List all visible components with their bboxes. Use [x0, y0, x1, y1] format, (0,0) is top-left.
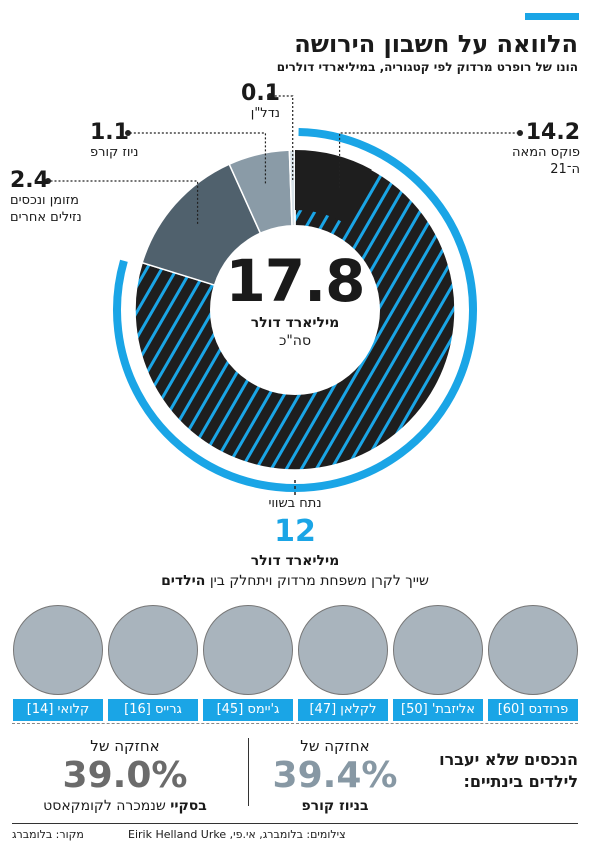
child-card: קלואי [14]: [13, 605, 103, 721]
holding-description: בסקיי שנמכרה לקומקאסט: [20, 798, 230, 814]
leader-cash-dot: [45, 178, 51, 184]
equal-split-unit: מיליארד דולר: [250, 553, 340, 569]
equal-split-bold: הילדים: [161, 573, 206, 589]
leader-news: [128, 132, 267, 184]
holding-title: אחזקה של: [90, 737, 160, 755]
slice-value: 0.1: [241, 81, 280, 106]
holding-description: בניוז קורפ: [301, 798, 369, 814]
source-credit: מקור: בלומברג: [12, 828, 84, 841]
leader-realestate: [270, 95, 294, 181]
child-card: ג'יימס [45]: [203, 605, 293, 721]
holdings-question-line: הנכסים שלא יעברו: [439, 750, 578, 769]
slice-value: 1.1: [90, 120, 129, 145]
child-photo: [298, 605, 388, 695]
slice-label-news: 1.1 ניוז קורפ: [90, 122, 160, 161]
slice-name-line: פוקס המאה: [512, 145, 580, 160]
holding-title: אחזקה של: [300, 737, 370, 755]
total-unit: מיליארד דולר: [250, 315, 340, 331]
slice-name-line: נדל"ן: [250, 106, 280, 121]
equal-split-text: שייך לקרן משפחת מרדוק ויתחלק בין: [209, 573, 429, 589]
child-photo: [13, 605, 103, 695]
accent-bar: [525, 13, 579, 20]
child-card: פרודנס [60]: [488, 605, 578, 721]
slice-fox-solid: [295, 150, 372, 223]
slice-label-realestate: 0.1 נדל"ן: [200, 83, 280, 122]
slice-name-line: נזילים אחרים: [10, 210, 82, 225]
holdings-question-line: לילדים בינתיים:: [463, 772, 578, 791]
child-name: אליזבת' [50]: [393, 699, 483, 721]
slice-label-fox: 14.2 פוקס המאה ה־21: [490, 122, 580, 178]
total-caption: סה"כ: [278, 333, 312, 349]
child-name: קלואי [14]: [13, 699, 103, 721]
child-name: לקלאן [47]: [298, 699, 388, 721]
fox-share-arc: [113, 128, 477, 492]
page-subtitle: הונו של רופרט מרדוק לפי קטגוריה, במיליאר…: [276, 60, 578, 74]
leader-realestate-dot: [267, 93, 273, 99]
child-name: פרודנס [60]: [488, 699, 578, 721]
child-photo: [108, 605, 198, 695]
section-divider: [12, 723, 578, 724]
slice-value: 2.4: [10, 168, 49, 193]
page-title: הלוואה על חשבון הירושה: [294, 30, 578, 58]
donut-center: [210, 225, 380, 395]
donut-chart: [45, 93, 523, 500]
leader-fox-dot: [517, 130, 523, 136]
child-photo: [488, 605, 578, 695]
slice-name-line: מזומן ונכסים: [10, 193, 79, 208]
child-card: לקלאן [47]: [298, 605, 388, 721]
holding-description-text: שנמכרה לקומקאסט: [43, 798, 166, 814]
child-name: ג'יימס [45]: [203, 699, 293, 721]
slice-name-line: ניוז קורפ: [90, 145, 139, 160]
child-card: גרייס [16]: [108, 605, 198, 721]
equal-split-value: 12: [274, 514, 316, 549]
slice-value: 14.2: [525, 120, 580, 145]
footer-rule: [12, 823, 578, 824]
holding-value: 39.0%: [62, 755, 188, 796]
holding-value: 39.4%: [272, 755, 398, 796]
holding-description-bold: בסקיי: [170, 798, 207, 814]
leader-news-dot: [125, 130, 131, 136]
slice-label-cash: 2.4 מזומן ונכסים נזילים אחרים: [10, 170, 110, 226]
child-photo: [393, 605, 483, 695]
equal-split-label: נתח בשווי: [230, 496, 360, 511]
photo-credits: צילומים: בלומברג, אי.פי, Eirik Helland U…: [128, 828, 346, 841]
total-value: 17.8: [225, 247, 365, 315]
equal-split-description: שייך לקרן משפחת מרדוק ויתחלק בין הילדים: [95, 573, 495, 589]
child-photo: [203, 605, 293, 695]
holdings-divider: [248, 738, 249, 806]
child-name: גרייס [16]: [108, 699, 198, 721]
child-card: אליזבת' [50]: [393, 605, 483, 721]
slice-name-line: ה־21: [550, 162, 580, 177]
